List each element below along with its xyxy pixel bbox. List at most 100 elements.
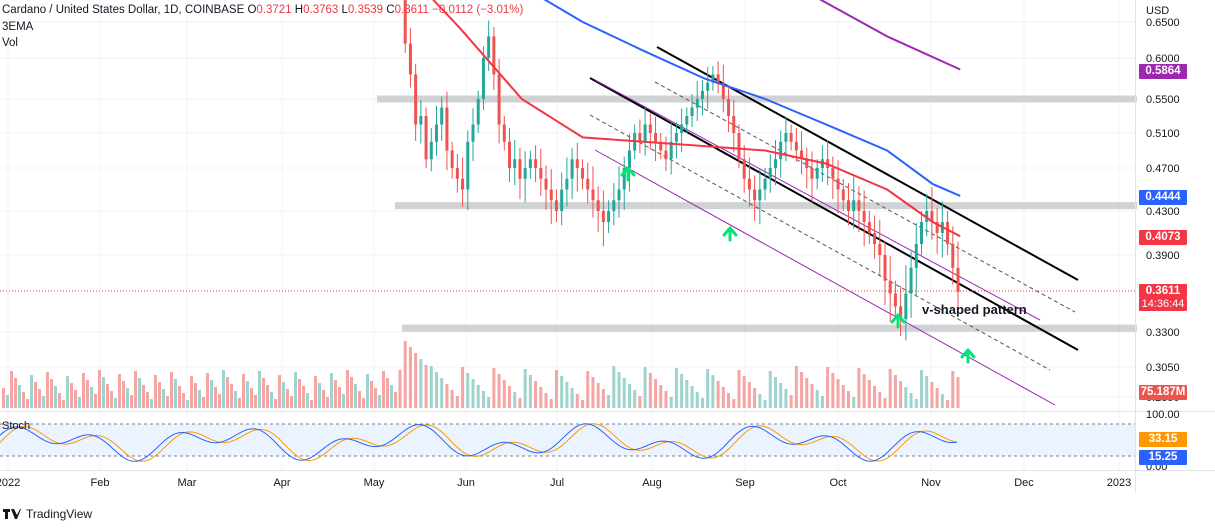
- vol-early: [158, 382, 161, 408]
- price-axis[interactable]: 0.6500 0.6000 0.5500 0.5100 0.4700 0.4300 0.39…: [1146, 17, 1180, 473]
- candle-body: [805, 159, 809, 168]
- vol-bar: [581, 400, 585, 408]
- close-label: C: [386, 4, 395, 16]
- vol-bar: [596, 383, 600, 408]
- vol-early: [218, 394, 221, 408]
- time-tick-label: 2022: [0, 477, 20, 489]
- vol-early: [394, 392, 397, 408]
- candle-body: [596, 200, 600, 211]
- open-label: O: [247, 4, 257, 16]
- vol-bar: [424, 365, 428, 408]
- vol-bar: [617, 372, 621, 408]
- vol-early: [282, 382, 285, 408]
- vol-bar: [768, 371, 772, 408]
- vol-early: [46, 372, 49, 408]
- candle-body: [528, 159, 532, 168]
- candle-body: [763, 178, 767, 190]
- time-tick-label: Jun: [457, 477, 475, 489]
- vol-early: [18, 385, 21, 408]
- candle-body: [612, 200, 616, 211]
- low-value: 0.3539: [347, 4, 384, 16]
- candle-body: [680, 124, 684, 133]
- vol-early: [26, 399, 29, 408]
- time-tick-label: Mar: [178, 477, 197, 489]
- symbol-legend[interactable]: Cardano / United States Dollar, 1D, COIN…: [2, 3, 523, 17]
- channel-dash-1: [654, 81, 1076, 313]
- vol-early: [90, 387, 93, 408]
- tradingview-footer[interactable]: TradingView: [3, 507, 92, 521]
- up-arrow-icon: [960, 348, 976, 364]
- time-tick-label: Nov: [921, 477, 941, 489]
- ema50-line: [432, 0, 961, 238]
- vol-early: [190, 376, 193, 408]
- stoch-d-tag: 15.25: [1139, 450, 1187, 465]
- vol-bar: [862, 374, 866, 408]
- candle-body: [773, 159, 777, 168]
- vol-bar: [528, 375, 532, 408]
- candle-body: [846, 200, 850, 211]
- candle-body: [914, 244, 918, 268]
- vol-bar: [659, 385, 663, 408]
- vol-bar: [398, 370, 402, 408]
- vol-bar: [461, 367, 465, 408]
- price-tick-label: 0.5100: [1146, 128, 1180, 140]
- candle-body: [440, 107, 444, 125]
- vol-bar: [820, 396, 824, 408]
- indicator-ema[interactable]: 3EMA: [2, 21, 34, 33]
- vol-early: [86, 380, 89, 408]
- vol-bar: [654, 379, 658, 408]
- price-tick-label: 0.6000: [1146, 53, 1180, 65]
- time-axis[interactable]: 2022 Feb Mar Apr May Jun Jul Aug Sep Oct Nov Dec 202…: [0, 477, 1131, 489]
- vol-bar: [570, 388, 574, 408]
- vol-bar: [648, 373, 652, 408]
- vol-bar: [846, 391, 850, 408]
- vol-early: [250, 388, 253, 408]
- candle-body: [497, 74, 501, 125]
- time-tick-label: Feb: [91, 477, 110, 489]
- vol-bar: [471, 379, 475, 408]
- candle-body: [508, 141, 512, 168]
- vol-early: [346, 370, 349, 408]
- vol-bar: [789, 395, 793, 408]
- vol-early: [6, 395, 9, 408]
- vol-early: [206, 373, 209, 408]
- vol-bar: [763, 400, 767, 408]
- candle-body: [779, 141, 783, 160]
- vol-early: [210, 380, 213, 408]
- price-tick-label: 0.5500: [1146, 94, 1180, 106]
- candle-body: [565, 178, 569, 190]
- vol-bar: [919, 370, 923, 408]
- vol-early: [310, 400, 313, 408]
- vol-bar: [800, 372, 804, 408]
- candle-body: [706, 82, 710, 91]
- vol-early: [258, 371, 261, 408]
- vol-bar: [534, 381, 538, 408]
- vol-early: [374, 388, 377, 408]
- vol-early: [306, 393, 309, 408]
- candle-body: [951, 244, 955, 268]
- vol-bar: [773, 377, 777, 408]
- footer-brand: TradingView: [26, 507, 93, 521]
- vol-bar: [476, 385, 480, 408]
- ema-lines: [432, 0, 961, 238]
- candle-body: [904, 293, 908, 320]
- vol-bar: [502, 380, 506, 408]
- candle-body: [758, 189, 762, 201]
- candle-body: [523, 168, 527, 179]
- vol-early: [286, 389, 289, 408]
- vol-bar: [925, 376, 929, 408]
- vol-bar: [784, 389, 788, 408]
- vol-bar: [935, 388, 939, 408]
- vol-early: [178, 386, 181, 408]
- low-label: L: [341, 4, 348, 16]
- candle-body: [560, 189, 564, 211]
- ema50-tag: 0.4073: [1139, 230, 1187, 245]
- vol-bar: [831, 373, 835, 408]
- vol-bar: [940, 394, 944, 408]
- indicator-vol[interactable]: Vol: [2, 37, 18, 49]
- tradingview-logo-icon: [3, 509, 21, 519]
- candle-body: [831, 168, 835, 179]
- time-tick-label: Apr: [273, 477, 290, 489]
- vol-early: [30, 375, 33, 408]
